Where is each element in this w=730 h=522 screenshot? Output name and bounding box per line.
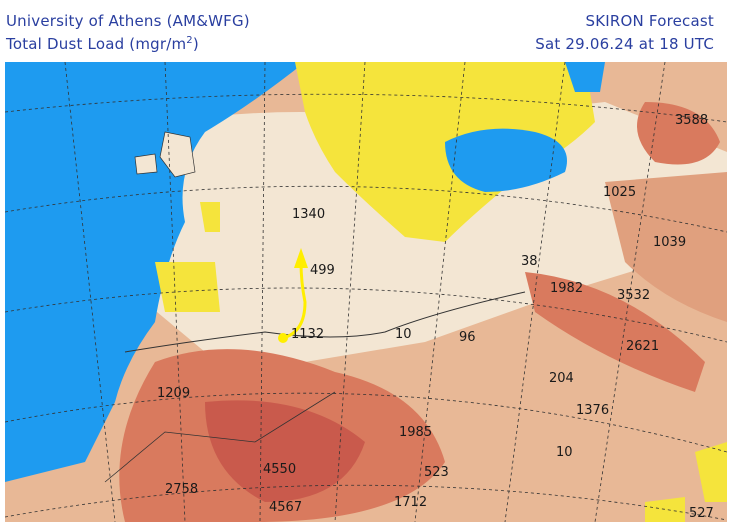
dust-value-label: 1982 [550,281,583,296]
dust-value-label: 1985 [399,425,432,440]
dust-value-label: 4550 [263,462,296,477]
low-dust-iberia [155,262,220,312]
valid-time: Sat 29.06.24 at 18 UTC [535,35,714,53]
product-text: Total Dust Load (mgr/m [6,35,187,53]
very-high-dust-area [205,400,365,502]
dust-value-label: 3532 [617,288,650,303]
arrow-origin-dot [278,333,288,343]
high-dust-area [525,272,705,392]
dust-value-label: 1376 [576,403,609,418]
arrow-head-icon [294,248,308,268]
dust-value-label: 2621 [626,339,659,354]
institution-title: University of Athens (AM&WFG) [6,12,250,30]
dust-value-label: 3588 [675,113,708,128]
dust-value-label: 96 [459,330,476,345]
dust-value-label: 499 [310,263,335,278]
dust-value-label: 1039 [653,235,686,250]
dust-value-label: 38 [521,254,538,269]
dust-value-label: 1132 [291,327,324,342]
low-dust-europe [295,62,595,242]
graticule [5,62,727,522]
sea-patch [565,62,605,92]
dust-value-label: 10 [395,327,412,342]
dust-value-label: 1340 [292,207,325,222]
low-dust-patch [695,442,727,502]
ireland [134,153,158,175]
medium-dust-area [605,172,727,322]
dust-value-label: 1025 [603,185,636,200]
dust-value-label: 1712 [394,495,427,510]
atlantic-ocean [5,62,305,482]
trajectory-arrow [282,261,307,340]
product-superscript: 2 [186,35,193,46]
dust-value-label: 1209 [157,386,190,401]
dust-value-label: 523 [424,465,449,480]
black-sea [445,128,567,192]
dust-value-label: 204 [549,371,574,386]
model-title: SKIRON Forecast [585,12,714,30]
dust-load-map: 3588 1025 1039 1340 499 38 1982 3532 2621 1132 10 9… [5,62,727,522]
low-dust-patch [645,497,685,522]
border-line [104,391,336,483]
dust-value-label: 4567 [269,500,302,515]
high-dust-area [637,102,720,165]
dust-value-label: 10 [556,445,573,460]
great-britain [159,131,196,178]
product-title: Total Dust Load (mgr/m2) [6,35,199,53]
north-africa-coastline [124,291,526,353]
product-close: ) [192,35,199,53]
dust-value-label: 527 [689,506,714,521]
low-dust-patch [200,202,220,232]
dust-value-label: 2758 [165,482,198,497]
